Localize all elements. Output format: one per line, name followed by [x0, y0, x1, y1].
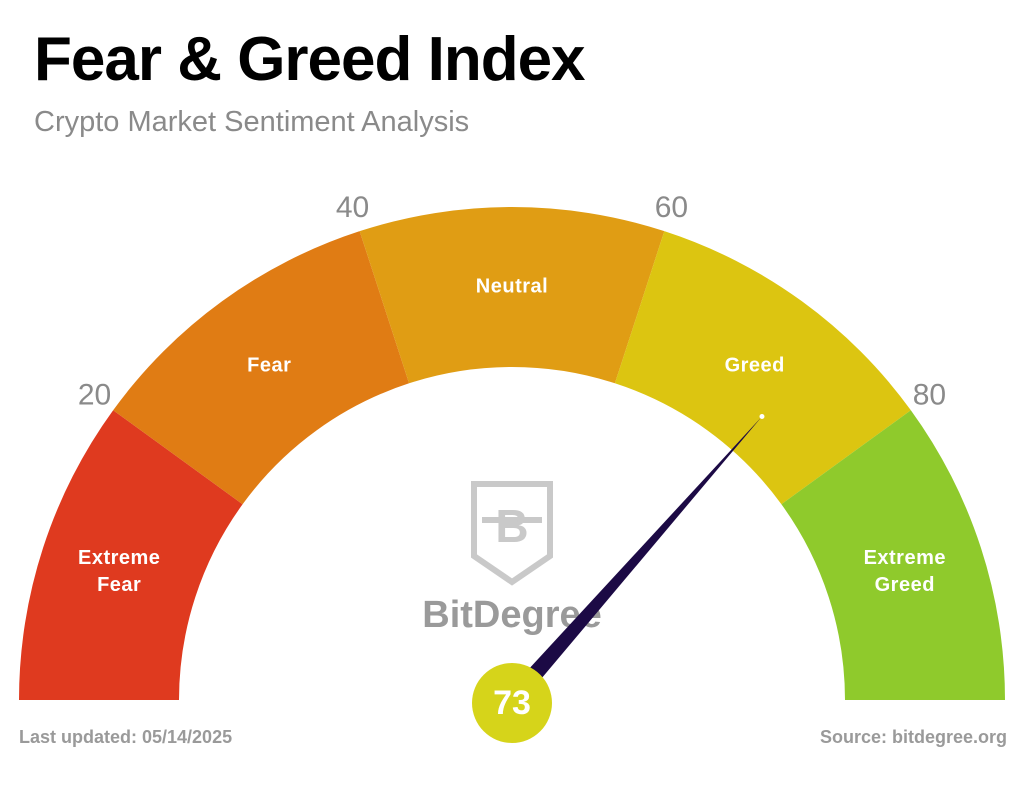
value-label: 73: [493, 684, 531, 722]
gauge-segment: [19, 410, 243, 700]
gauge-segment: [614, 231, 911, 505]
source: Source: bitdegree.org: [819, 727, 1007, 747]
tick-label: 60: [655, 191, 688, 224]
segment-label: Fear: [247, 354, 292, 377]
tick-label: 40: [336, 191, 369, 224]
svg-text:B: B: [495, 500, 528, 552]
tick-label: 20: [78, 379, 111, 412]
segment-label: Greed: [724, 354, 785, 377]
needle: [525, 416, 762, 683]
logo: B: [471, 481, 553, 586]
segment-label: Extreme Fear: [77, 547, 161, 597]
chart-subtitle: Crypto Market Sentiment Analysis: [34, 106, 470, 138]
last-updated: Last updated: 05/14/2025: [19, 727, 233, 747]
gauge-segment: [113, 231, 410, 505]
value-badge: [472, 663, 552, 743]
gauge-segment: [359, 206, 665, 384]
tick-label: 80: [913, 379, 946, 412]
needle-tip: [759, 413, 765, 419]
segment-label: Neutral: [475, 275, 549, 298]
chart-title: Fear & Greed Index: [34, 25, 586, 94]
segment-label: Extreme Greed: [863, 547, 946, 597]
gauge-segment: [781, 410, 1005, 700]
